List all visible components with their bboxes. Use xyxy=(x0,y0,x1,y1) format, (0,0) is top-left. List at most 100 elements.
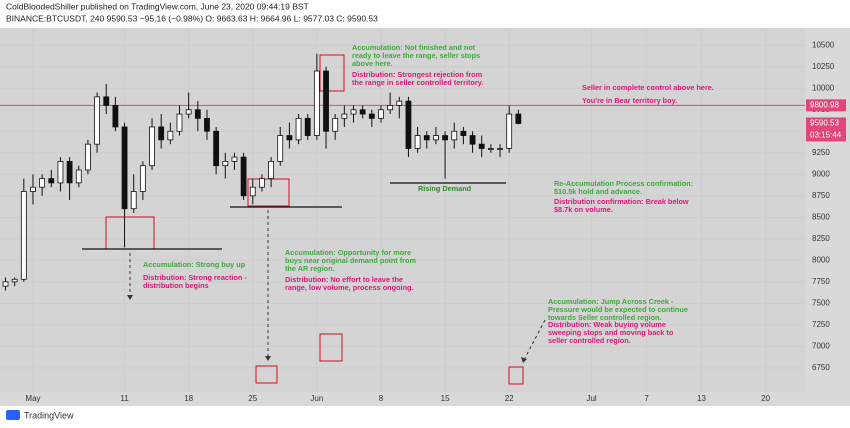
candle-body xyxy=(478,143,485,149)
annotation: Distribution: Strongest rejection from xyxy=(352,70,483,79)
candle-body xyxy=(231,156,238,162)
box xyxy=(508,366,524,385)
annotation: Re-Accumulation Process confirmation: xyxy=(554,179,693,188)
candle-body xyxy=(213,130,220,167)
candle-body xyxy=(66,160,73,184)
candle-body xyxy=(39,178,46,188)
y-tick-label: 7500 xyxy=(812,298,830,307)
annotation: ready to leave the range, seller stops xyxy=(352,51,480,60)
candle-body xyxy=(350,109,357,115)
candle-body xyxy=(313,70,320,136)
arrows xyxy=(129,210,546,359)
candle-body xyxy=(277,135,284,162)
candle-body xyxy=(442,135,448,141)
candle-body xyxy=(20,191,27,280)
last-price-tag xyxy=(806,117,846,142)
candle-body xyxy=(112,105,119,128)
candle-body xyxy=(2,281,9,287)
candle-body xyxy=(222,160,229,167)
candle-body xyxy=(139,165,146,192)
chart-subtitle: BINANCE:BTCUSDT, 240 9590.53 −95.16 (−0.… xyxy=(6,13,378,23)
y-tick-label: 6750 xyxy=(812,363,830,372)
y-tick-label: 7000 xyxy=(812,342,830,351)
annotation: Distribution: Strong reaction - xyxy=(143,273,247,282)
arrowhead xyxy=(127,295,133,300)
last-price-label: 9590.53 xyxy=(810,119,839,128)
annotation: Distribution: No effort to leave the xyxy=(285,275,403,284)
candle-body xyxy=(487,148,494,150)
annotation: You're in Bear territory boy. xyxy=(582,96,677,105)
candle-body xyxy=(515,113,522,124)
x-tick-label: 25 xyxy=(248,394,257,403)
candle-body xyxy=(57,160,64,184)
arrowheads xyxy=(127,295,527,363)
annotation: $8.7k on volume. xyxy=(554,205,613,214)
countdown: 03:15:44 xyxy=(810,131,842,140)
candle-body xyxy=(295,117,302,141)
arrow xyxy=(524,319,546,359)
candle-body xyxy=(11,278,18,283)
y-tick-label: 8750 xyxy=(812,191,830,200)
candle-body xyxy=(433,135,439,141)
annotation: distribution begins xyxy=(143,281,209,290)
annotation: Accumulation: Jump Across Creek - xyxy=(548,297,674,306)
y-tick-label: 10250 xyxy=(812,62,835,71)
y-tick-label: 7750 xyxy=(812,277,830,286)
candle-body xyxy=(194,109,201,119)
y-tick-label: 8000 xyxy=(812,255,830,264)
annotation: $10.5k hold and advance. xyxy=(554,187,642,196)
candle-body xyxy=(378,109,384,119)
annotation: Rising Demand xyxy=(418,184,471,193)
candle-body xyxy=(368,113,375,119)
candle-body xyxy=(323,70,329,132)
time-axis xyxy=(0,392,850,406)
candle-body xyxy=(414,135,421,149)
annotation: the range in seller controlled territory… xyxy=(352,78,483,87)
candle-body xyxy=(497,148,503,150)
candle-body xyxy=(30,186,36,192)
annotation: Pressure would be expected to continue xyxy=(548,305,688,314)
candle-body xyxy=(460,130,467,136)
candle-body xyxy=(405,100,412,149)
annotation: Accumulation: Strong buy up xyxy=(143,260,246,269)
box xyxy=(319,54,345,92)
candle-body xyxy=(506,113,513,149)
box xyxy=(247,178,290,207)
candle-body xyxy=(149,126,155,167)
candle-body xyxy=(185,109,192,115)
candle-body xyxy=(359,109,366,115)
candle-body xyxy=(176,113,183,132)
candle-body xyxy=(341,113,348,119)
candle-body xyxy=(167,130,174,141)
x-tick-label: 11 xyxy=(120,394,129,403)
candle-body xyxy=(94,96,100,145)
y-tick-label: 7250 xyxy=(812,320,830,329)
annotation: Accumulation: Not finished and not xyxy=(352,43,476,52)
arrowhead xyxy=(265,356,271,361)
annotation: buys near original demand point from xyxy=(285,256,416,265)
x-tick-label: 7 xyxy=(644,394,649,403)
candle-body xyxy=(469,135,476,145)
x-tick-label: Jul xyxy=(586,394,596,403)
price-tag-label: 9800.98 xyxy=(810,100,839,109)
annotation: Distribution confirmation: Break below xyxy=(554,197,689,206)
brand: TradingView xyxy=(24,410,74,420)
candle-body xyxy=(158,126,165,141)
x-tick-label: 20 xyxy=(761,394,770,403)
candle-body xyxy=(268,160,274,179)
candle-body xyxy=(304,117,311,136)
annotation: towards Seller controlled region. xyxy=(548,313,662,322)
x-tick-label: 15 xyxy=(441,394,450,403)
candle-body xyxy=(75,169,82,184)
logo xyxy=(6,410,20,420)
candle-body xyxy=(103,96,110,106)
annotation: range, low volume, process ongoing. xyxy=(285,283,414,292)
x-tick-label: 18 xyxy=(184,394,193,403)
candle-body xyxy=(259,178,265,188)
annotation: above here. xyxy=(352,59,393,68)
price-axis xyxy=(805,28,850,392)
candle-body xyxy=(130,191,137,210)
x-tick-label: 22 xyxy=(505,394,514,403)
y-tick-label: 10500 xyxy=(812,40,835,49)
candle-body xyxy=(249,186,256,197)
